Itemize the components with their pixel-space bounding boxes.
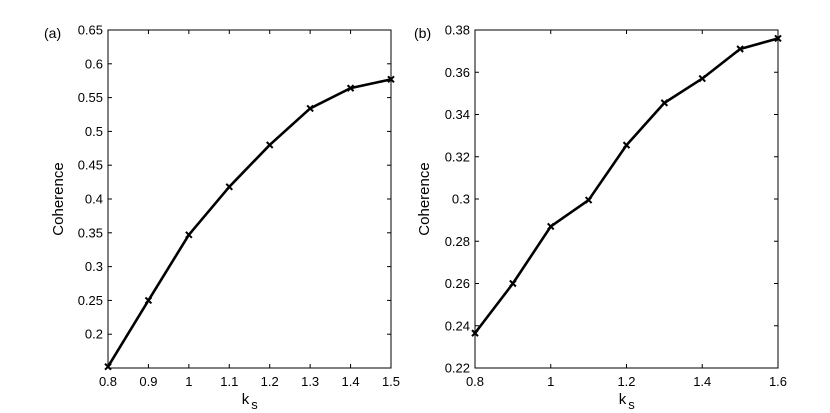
plot-area-frame [107, 29, 392, 369]
y-tick-label: 0.3 [452, 192, 470, 207]
x-tick-label: 1.3 [301, 374, 319, 389]
y-tick-label: 0.3 [85, 259, 103, 274]
y-tick-label: 0.5 [85, 124, 103, 139]
data-point-marker [185, 231, 193, 239]
x-tick-label: 0.8 [99, 374, 117, 389]
y-tick-label: 0.38 [445, 23, 470, 38]
y-tick-label: 0.65 [78, 23, 103, 38]
x-tick-label: 1.1 [220, 374, 238, 389]
panel-label: (a) [44, 25, 61, 41]
x-tick-label: 0.8 [466, 374, 484, 389]
y-tick-label: 0.45 [78, 158, 103, 173]
chart-panel-b: 0.8 1 1.2 1.4 1.6 0.22 0.24 0.26 0.28 0.3 0.32 0.34… [414, 23, 787, 413]
series-line [473, 37, 780, 335]
data-point-marker [471, 329, 479, 337]
data-point-marker [509, 279, 517, 288]
y-tick-label: 0.2 [85, 327, 103, 342]
x-axis-title-subscript: s [628, 397, 635, 412]
data-point-marker [698, 74, 706, 83]
y-axis-title: Coherence [50, 162, 67, 235]
chart-panel-a: 0.8 0.9 1 1.1 1.2 1.3 1.4 1.5 0.2 0.25 0.3 0.35 0.4 0… [44, 23, 400, 413]
x-tick-label: 1.5 [382, 374, 400, 389]
y-tick-label: 0.4 [85, 192, 103, 207]
x-tick-label: 1.4 [342, 374, 360, 389]
y-tick-label: 0.26 [445, 276, 470, 291]
y-tick-label: 0.55 [78, 90, 103, 105]
data-point-marker [774, 34, 782, 43]
data-point-marker [266, 141, 274, 149]
data-point-marker [346, 84, 355, 92]
y-tick-label: 0.6 [85, 56, 103, 71]
data-point-marker [736, 45, 744, 53]
data-point-marker [547, 222, 555, 231]
data-point-marker [387, 75, 395, 84]
x-tick-label: 0.9 [139, 374, 157, 389]
data-point-marker [104, 362, 112, 371]
x-tick-label: 1 [547, 374, 554, 389]
y-tick-label: 0.22 [445, 361, 470, 376]
y-tick-label: 0.24 [445, 318, 470, 333]
x-tick-label: 1.2 [617, 374, 635, 389]
y-tick-label: 0.32 [445, 149, 470, 164]
y-tick-label: 0.36 [445, 65, 470, 80]
data-point-marker [225, 183, 233, 191]
y-tick-label: 0.35 [78, 225, 103, 240]
x-tick-label: 1 [185, 374, 192, 389]
x-tick-label: 1.6 [769, 374, 787, 389]
x-tick-label: 1.4 [693, 374, 711, 389]
x-axis-title-subscript: s [251, 397, 258, 412]
x-tick-label: 1.2 [261, 374, 279, 389]
y-axis-title: Coherence [416, 162, 433, 235]
plot-area-frame [474, 29, 779, 369]
y-tick-label: 0.25 [78, 293, 103, 308]
data-point-marker [622, 141, 631, 149]
data-point-marker [306, 104, 314, 113]
data-point-marker [584, 196, 593, 204]
data-point-marker [660, 99, 669, 107]
panel-label: (b) [414, 25, 431, 41]
x-axis-title: k [242, 391, 250, 408]
x-axis-title: k [619, 391, 627, 408]
series-line [106, 78, 393, 368]
y-tick-label: 0.28 [445, 234, 470, 249]
y-tick-label: 0.34 [445, 107, 470, 122]
data-point-marker [144, 296, 153, 305]
